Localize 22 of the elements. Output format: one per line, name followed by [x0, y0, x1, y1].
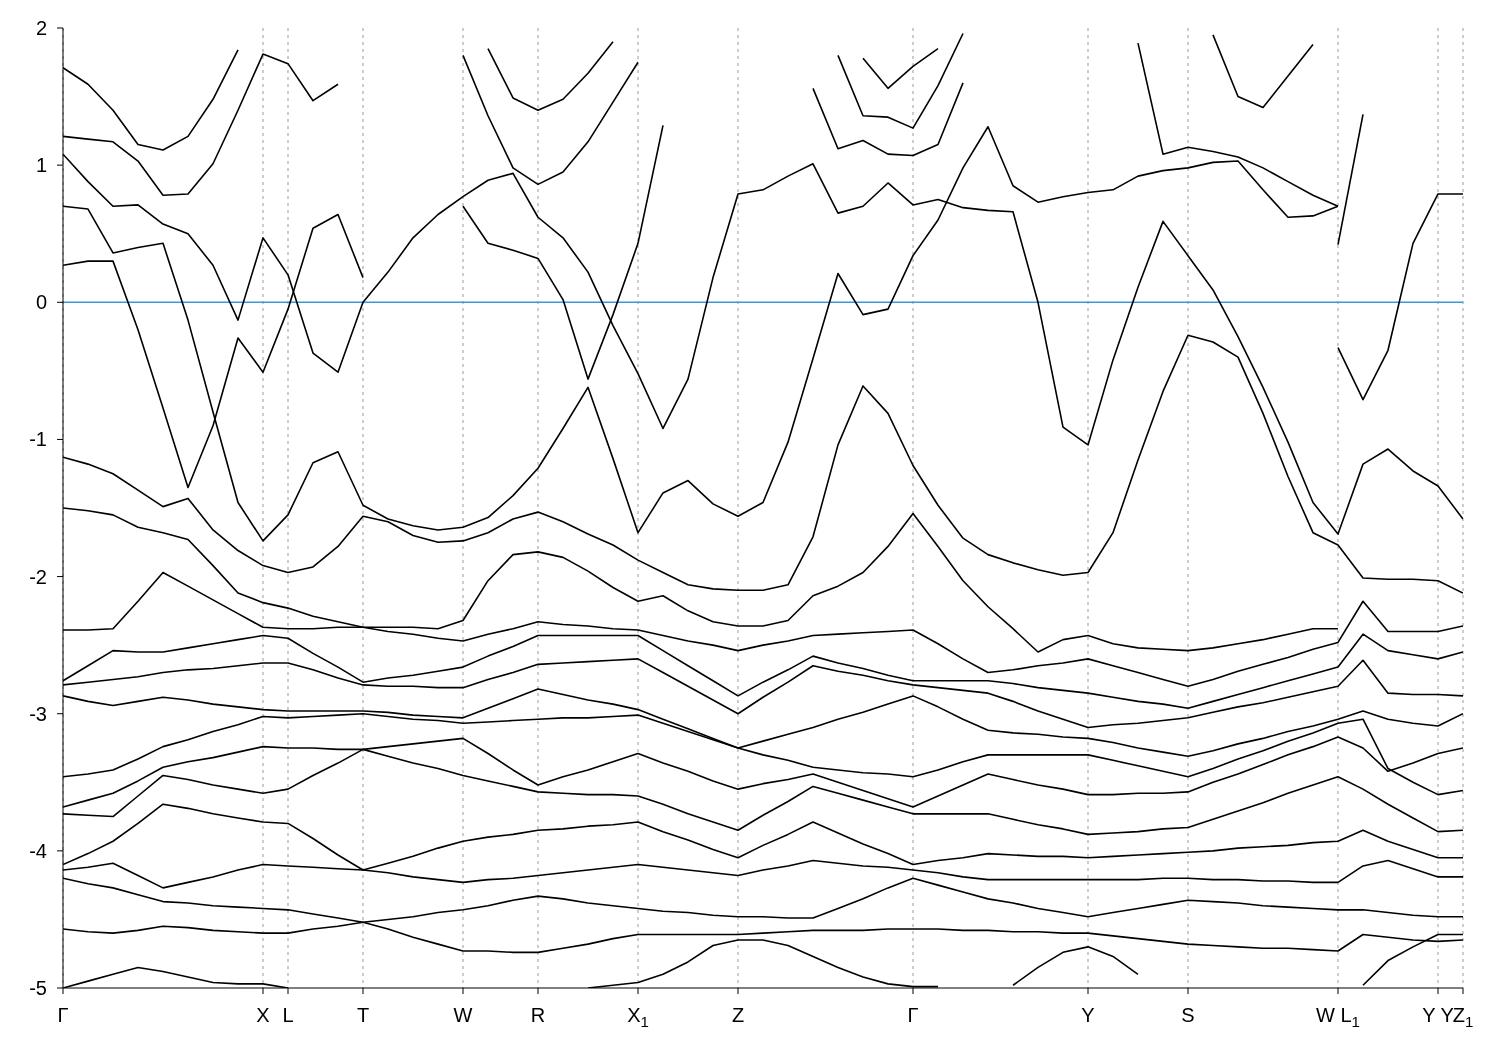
y-tick-label: -4: [29, 839, 47, 862]
x-tick-label: W L$_{1}$: [1316, 1004, 1360, 1031]
x-tick-label: T: [356, 1004, 370, 1026]
y-tick-label: -1: [29, 428, 47, 451]
x-tick-label: W: [453, 1004, 473, 1026]
x-tick-label: Γ: [57, 1004, 69, 1026]
y-tick-label: 2: [35, 17, 47, 39]
y-tick-label: -5: [29, 977, 47, 999]
y-tick-label: -2: [29, 565, 47, 588]
x-tick-label: R: [530, 1004, 546, 1026]
y-tick-label: -3: [29, 702, 47, 725]
x-tick-label: X: [256, 1004, 270, 1026]
x-tick-label: S: [1181, 1004, 1195, 1026]
x-tick-label: Γ: [907, 1004, 919, 1026]
x-tick-label: Y: [1081, 1004, 1095, 1026]
x-tick-label: X$_{1}$: [627, 1004, 649, 1031]
x-tick-label: Y Y: [1422, 1004, 1454, 1026]
x-tick-label: L: [282, 1004, 294, 1026]
y-tick-label: 1: [35, 154, 47, 177]
y-tick-label: 0: [35, 291, 47, 314]
x-tick-label: Z$_{1}$: [1452, 1004, 1474, 1031]
x-tick-label: Z: [731, 1004, 745, 1026]
